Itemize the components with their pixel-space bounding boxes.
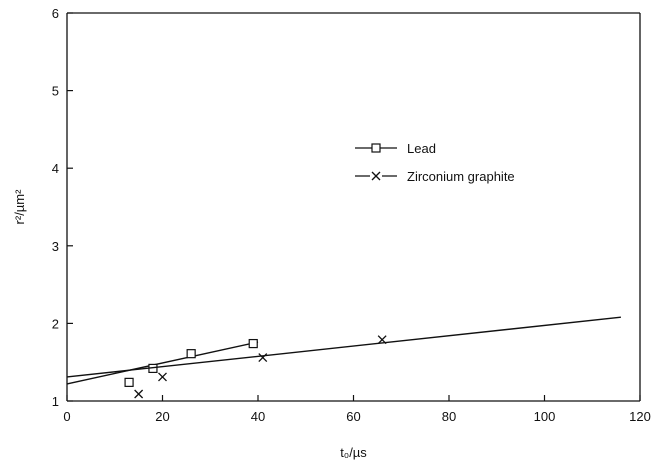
series-layer: [66, 316, 621, 399]
y-tick-label: 1: [52, 394, 59, 409]
x-marker-stroke: [371, 171, 381, 181]
data-point-x: [377, 335, 387, 345]
data-point-square: [248, 338, 258, 349]
x-tick-label: 20: [155, 409, 169, 424]
y-tick-label: 3: [52, 239, 59, 254]
x-tick-label: 120: [629, 409, 651, 424]
legend-marker-square: [371, 143, 381, 153]
legend: Lead Zirconium graphite: [355, 141, 515, 184]
fit-line: [66, 341, 259, 385]
x-tick-label: 0: [63, 409, 70, 424]
y-tick-label: 6: [52, 6, 59, 21]
legend-item-lead: Lead: [355, 141, 436, 156]
legend-label-lead: Lead: [407, 141, 436, 156]
legend-marker-x: [370, 170, 382, 182]
data-point-x: [158, 372, 167, 382]
data-point-square: [124, 377, 134, 387]
axes: [66, 12, 641, 402]
data-point-x: [258, 353, 268, 363]
series-zirconium-graphite: [66, 316, 621, 399]
x-tick-label: 100: [534, 409, 556, 424]
y-axis-label: r²/µm²: [12, 189, 27, 225]
data-point-square: [186, 349, 196, 359]
y-tick-label: 2: [52, 316, 59, 331]
y-ticks: 1 2 3 4 5 6: [52, 6, 73, 409]
x-tick-label: 80: [442, 409, 456, 424]
data-point-x: [134, 389, 144, 399]
legend-item-zirconium-graphite: Zirconium graphite: [355, 169, 515, 184]
y-tick-label: 5: [52, 84, 59, 99]
x-marker-stroke: [158, 372, 167, 382]
legend-label-zirconium-graphite: Zirconium graphite: [407, 169, 515, 184]
x-marker-stroke: [377, 335, 387, 345]
x-axis-label: t₀/µs: [340, 445, 367, 460]
x-tick-label: 40: [251, 409, 265, 424]
x-ticks: 0 20 40 60 80 100 120: [63, 395, 651, 424]
x-marker-stroke: [258, 353, 268, 363]
y-tick-label: 4: [52, 161, 59, 176]
x-marker-stroke: [134, 389, 144, 399]
fit-line: [66, 316, 621, 378]
x-tick-label: 60: [346, 409, 360, 424]
series-lead: [66, 338, 259, 387]
